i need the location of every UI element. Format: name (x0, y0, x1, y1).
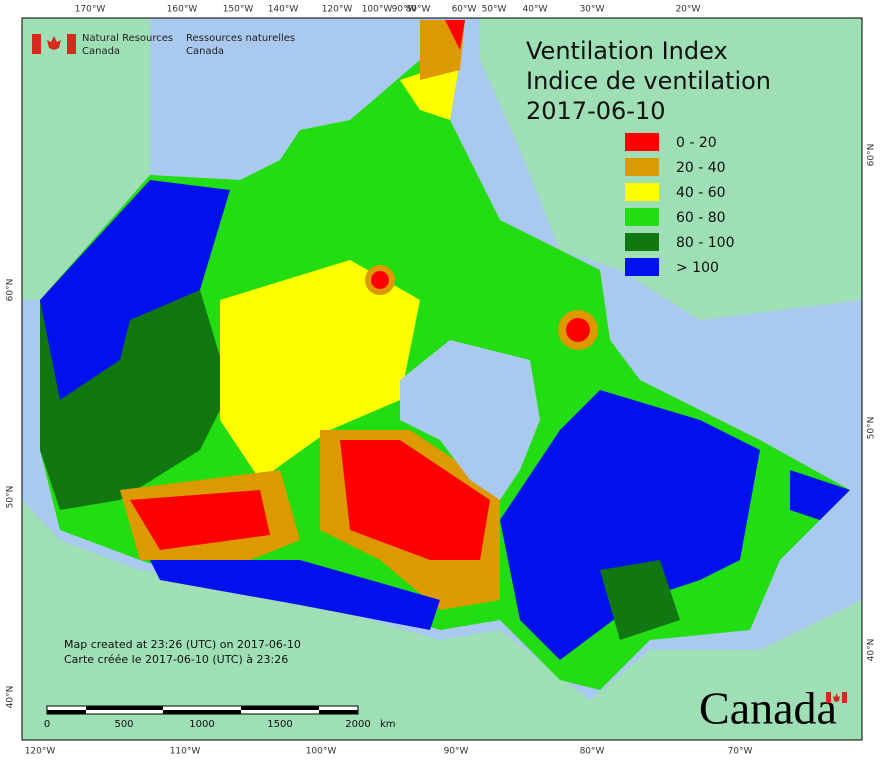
zone-blue-east (500, 390, 760, 660)
flag-bar (842, 692, 847, 703)
flag-bar (67, 34, 76, 54)
longitude-label: 90°W (444, 747, 469, 757)
longitude-label: 100°W (362, 5, 393, 15)
wordmark-flag (826, 692, 847, 703)
longitude-label: 50°W (482, 5, 507, 15)
longitude-label: 90°W (392, 5, 417, 15)
wordmark: Canada (699, 683, 837, 734)
longitude-label: 150°W (223, 5, 254, 15)
scale-segment (202, 710, 241, 714)
agency-en: Natural Resources (82, 33, 173, 44)
longitude-label: 100°W (306, 747, 337, 757)
flag-bar (826, 692, 831, 703)
zone-dark-green-east (600, 560, 680, 640)
scale-label: 2000 (345, 719, 370, 730)
agency-en: Canada (82, 46, 120, 57)
latitude-label: 40°N (867, 639, 877, 662)
usa (22, 500, 862, 740)
zone-red-arctic (365, 265, 395, 295)
hudson-bay (400, 340, 540, 500)
zone-blue-west (40, 180, 230, 400)
flag-leaf (47, 36, 61, 50)
scale-unit: km (380, 719, 396, 730)
zone-yellow (220, 260, 420, 480)
legend-swatch (625, 208, 659, 226)
scale-label: 500 (114, 719, 133, 730)
legend-label: 80 - 100 (676, 235, 735, 251)
scale-bar: 0 500 1000 1500 2000 km (44, 705, 396, 730)
date: 2017-06-10 (526, 97, 665, 125)
scale-label: 1000 (189, 719, 214, 730)
legend-swatch (625, 133, 659, 151)
flag-leaf (833, 693, 840, 702)
longitude-label: 80°W (580, 747, 605, 757)
legend-swatch (625, 233, 659, 251)
scale-label: 0 (44, 719, 50, 730)
legend: 0 - 20 20 - 40 40 - 60 60 - 80 80 - 100 > 100 (625, 133, 735, 276)
alaska (22, 18, 150, 300)
longitude-label: 120°W (25, 747, 56, 757)
legend-swatch (625, 158, 659, 176)
longitude-label: 30°W (580, 5, 605, 15)
credit: Carte créée le 2017-06-10 (UTC) à 23:26 (64, 653, 288, 666)
longitude-label: 170°W (75, 5, 106, 15)
latitude-label: 60°N (6, 279, 16, 302)
flag-bar (32, 34, 41, 54)
scale-segment (163, 710, 202, 714)
zone-blue-south (150, 560, 440, 630)
credit: Map created at 23:26 (UTC) on 2017-06-10 (64, 638, 301, 651)
graticule-labels: 170°W 160°W 150°W 140°W 120°W 100°W 90°W80°W 60… (6, 5, 877, 757)
zone-yellow-north (400, 60, 460, 120)
legend-label: > 100 (676, 260, 719, 276)
longitude-label: 80°W (406, 5, 431, 15)
longitude-label: 140°W (268, 5, 299, 15)
legend-swatch (625, 183, 659, 201)
legend-label: 0 - 20 (676, 135, 717, 151)
longitude-label: 60°W (452, 5, 477, 15)
zone-red-baffin (558, 310, 598, 350)
zone-blue-nl (790, 470, 850, 520)
legend-label: 40 - 60 (676, 185, 726, 201)
zone-red-east (340, 440, 490, 560)
scale-segment (319, 710, 358, 714)
longitude-label: 110°W (170, 747, 201, 757)
legend-swatch (625, 258, 659, 276)
longitude-label: 40°W (523, 5, 548, 15)
longitude-label: 160°W (167, 5, 198, 15)
latitude-label: 40°N (6, 686, 16, 709)
agency-fr: Ressources naturelles (186, 33, 295, 44)
title: Indice de ventilation (526, 67, 771, 95)
zone-red-west (130, 490, 270, 550)
map (21, 17, 863, 741)
scale-label: 1500 (267, 719, 292, 730)
latitude-label: 50°N (6, 486, 16, 509)
agency-fr: Canada (186, 46, 224, 57)
scale-segment (280, 706, 319, 710)
longitude-label: 120°W (322, 5, 353, 15)
scale-segment (241, 706, 280, 710)
scale-segment (47, 710, 86, 714)
title: Ventilation Index (526, 37, 728, 65)
latitude-label: 50°N (867, 417, 877, 440)
logo (32, 34, 76, 54)
legend-label: 20 - 40 (676, 160, 726, 176)
longitude-label: 70°W (728, 747, 753, 757)
latitude-label: 60°N (867, 144, 877, 167)
greenland (480, 18, 862, 320)
legend-label: 60 - 80 (676, 210, 726, 226)
scale-segment (124, 706, 163, 710)
longitude-label: 20°W (676, 5, 701, 15)
zone-red-north (445, 20, 465, 50)
map-frame (21, 17, 863, 741)
scale-segment (86, 706, 125, 710)
